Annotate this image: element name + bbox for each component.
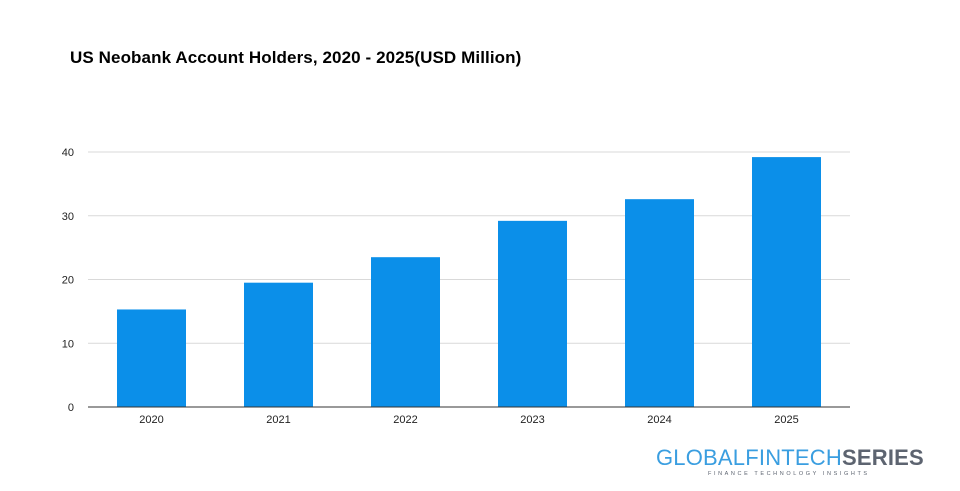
brand-name-secondary: SERIES bbox=[841, 445, 924, 470]
x-tick-label: 2023 bbox=[520, 414, 544, 426]
y-tick-label: 0 bbox=[68, 402, 74, 414]
chart-title: US Neobank Account Holders, 2020 - 2025(… bbox=[70, 48, 522, 67]
bar bbox=[498, 220, 567, 407]
x-tick-label: 2021 bbox=[266, 414, 290, 426]
y-tick-label: 40 bbox=[62, 147, 74, 159]
x-tick-label: 2020 bbox=[139, 414, 163, 426]
y-tick-label: 20 bbox=[62, 275, 74, 287]
x-tick-label: 2025 bbox=[774, 414, 798, 426]
bar bbox=[117, 309, 186, 407]
bar bbox=[244, 282, 313, 407]
brand-logo: GLOBALFINTECHSERIES FINANCE TECHNOLOGY I… bbox=[656, 445, 924, 478]
x-tick-label: 2024 bbox=[647, 414, 671, 426]
y-tick-label: 30 bbox=[62, 211, 74, 223]
bar bbox=[625, 199, 694, 407]
bar bbox=[371, 257, 440, 407]
brand-tagline: FINANCE TECHNOLOGY INSIGHTS bbox=[708, 471, 870, 477]
bar bbox=[752, 157, 821, 407]
brand-name-primary: GLOBALFINTECH bbox=[656, 445, 842, 470]
x-tick-label: 2022 bbox=[393, 414, 417, 426]
y-tick-label: 10 bbox=[62, 338, 74, 350]
